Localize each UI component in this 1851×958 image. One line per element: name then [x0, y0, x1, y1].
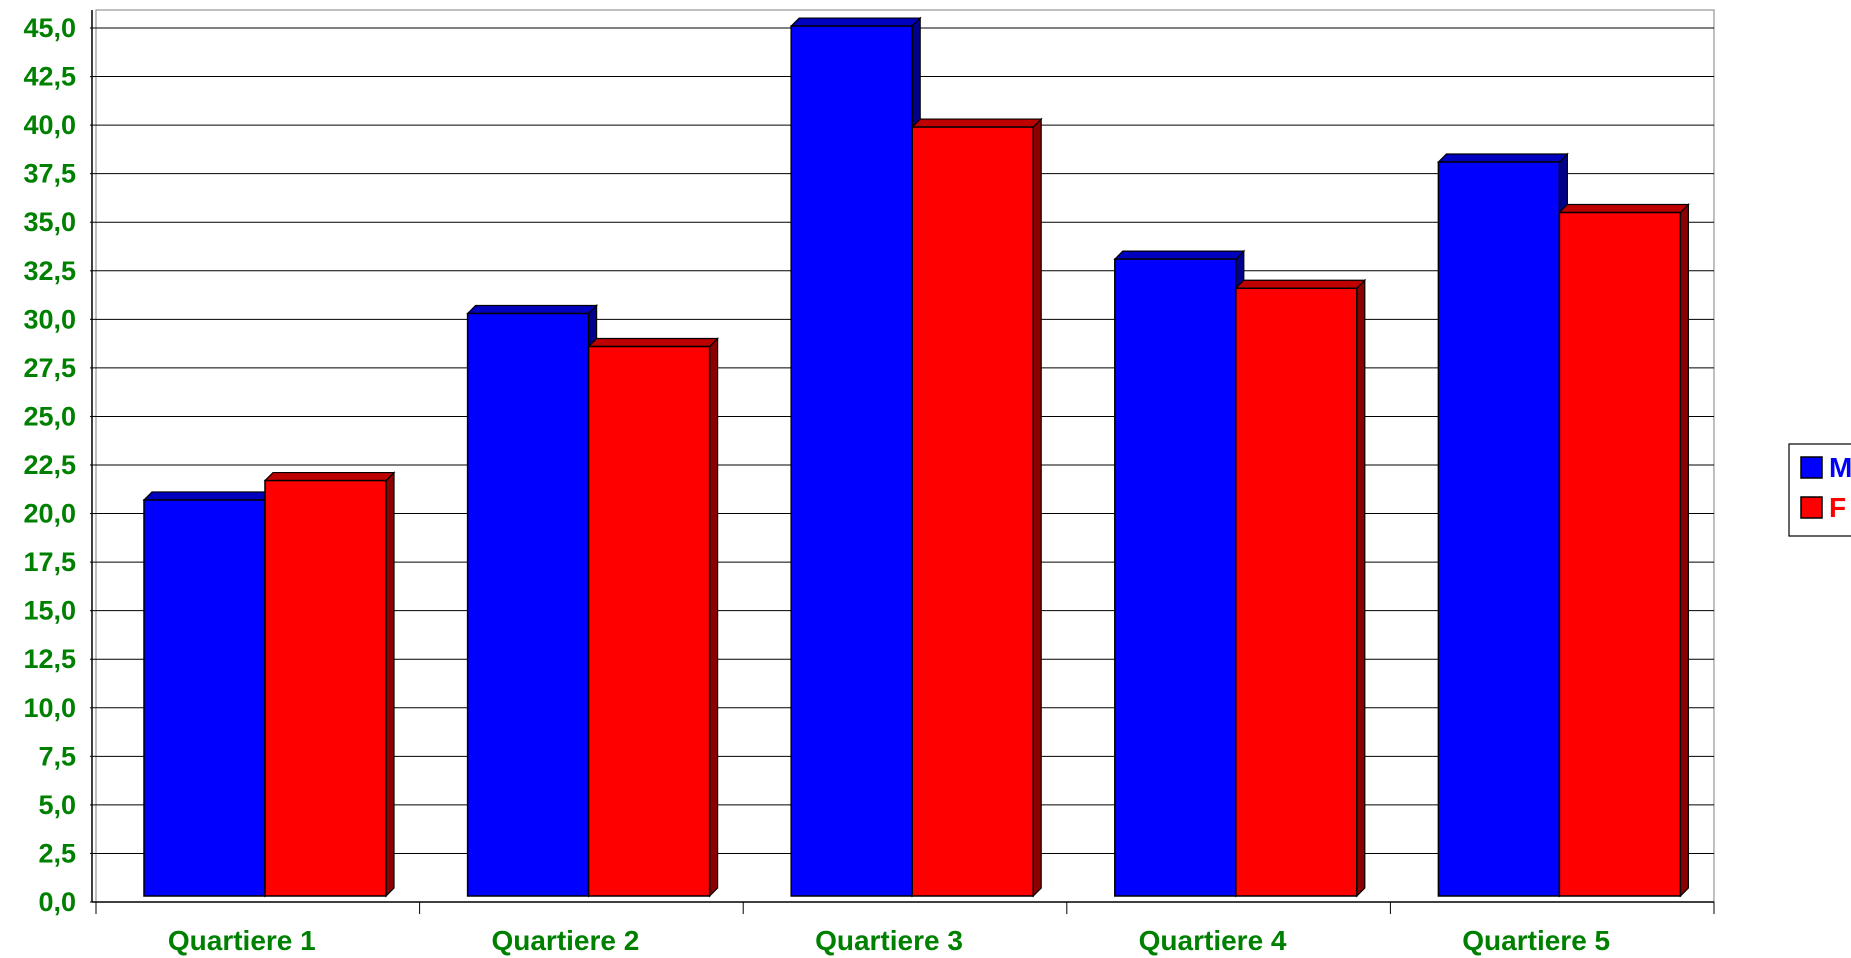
- bar-top: [789, 17, 922, 27]
- x-category-label: Quartiere 5: [1462, 925, 1610, 956]
- bar-M-4: [1114, 258, 1237, 897]
- bar-top: [910, 118, 1043, 128]
- bar-side: [1356, 278, 1366, 898]
- y-tick-label: 45,0: [23, 13, 76, 43]
- legend-label-M: M: [1829, 452, 1851, 483]
- bar-F-5: [1558, 211, 1682, 897]
- y-tick-label: 2,5: [38, 838, 76, 868]
- y-tick-label: 10,0: [23, 693, 76, 723]
- x-category-label: Quartiere 2: [491, 925, 639, 956]
- bar-M-3: [790, 25, 913, 897]
- bar-top: [1234, 279, 1367, 289]
- y-tick-label: 32,5: [23, 256, 76, 286]
- bar-top: [466, 304, 599, 315]
- bar-F-1: [264, 479, 387, 897]
- y-tick-label: 20,0: [23, 499, 76, 529]
- y-tick-label: 35,0: [23, 207, 76, 237]
- y-tick-label: 7,5: [38, 741, 76, 771]
- bar-side: [1032, 117, 1042, 898]
- bar-top: [1557, 203, 1690, 214]
- y-tick-label: 5,0: [38, 790, 76, 820]
- bar-top: [142, 491, 275, 501]
- x-category-label: Quartiere 3: [815, 925, 963, 956]
- y-tick-label: 30,0: [23, 304, 76, 334]
- bar-F-3: [911, 126, 1034, 897]
- y-tick-label: 12,5: [23, 644, 76, 674]
- bar-F-2: [587, 345, 711, 897]
- bar-M-2: [466, 312, 590, 897]
- bar-top: [1113, 250, 1246, 260]
- bar-side: [708, 337, 719, 898]
- x-category-label: Quartiere 4: [1139, 925, 1287, 956]
- legend-label-F: F: [1829, 492, 1846, 523]
- bar-side: [1679, 203, 1690, 898]
- y-tick-label: 42,5: [23, 62, 76, 92]
- x-category-label: Quartiere 1: [168, 925, 316, 956]
- y-tick-label: 25,0: [23, 401, 76, 431]
- y-tick-label: 37,5: [23, 159, 76, 189]
- y-tick-label: 0,0: [38, 887, 76, 917]
- bar-side: [385, 471, 395, 898]
- bar-top: [263, 471, 396, 482]
- bar-M-5: [1437, 161, 1561, 897]
- y-tick-label: 40,0: [23, 110, 76, 140]
- bar-M-1: [143, 499, 266, 897]
- y-tick-label: 17,5: [23, 547, 76, 577]
- bar-top: [1436, 153, 1569, 163]
- legend-swatch-M: [1800, 456, 1823, 479]
- bar-top: [587, 337, 720, 348]
- y-tick-label: 15,0: [23, 596, 76, 626]
- y-tick-label: 22,5: [23, 450, 76, 480]
- y-tick-label: 27,5: [23, 353, 76, 383]
- bar-F-4: [1235, 287, 1358, 897]
- legend-swatch-F: [1800, 496, 1823, 519]
